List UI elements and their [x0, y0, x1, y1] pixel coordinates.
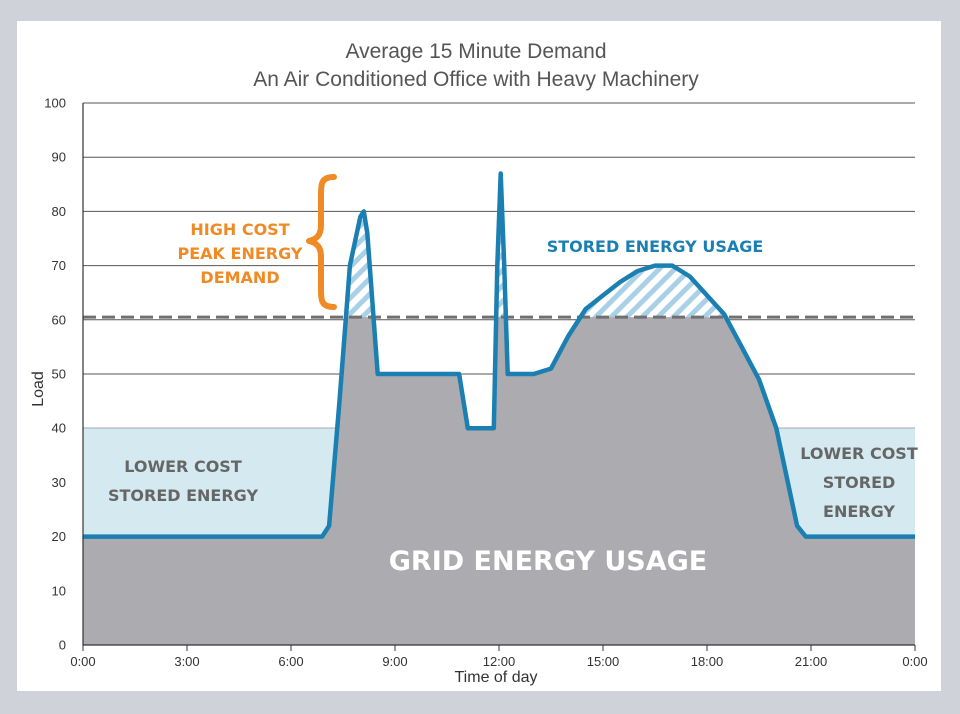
x-tick-label: 15:00	[587, 654, 620, 669]
high-cost-label: PEAK ENERGY	[178, 244, 303, 263]
y-tick-label: 10	[52, 583, 66, 598]
grid-usage-area	[83, 317, 915, 645]
demand-chart: Average 15 Minute Demand An Air Conditio…	[30, 40, 928, 686]
x-tick-label: 21:00	[795, 654, 828, 669]
y-tick-label: 50	[52, 367, 66, 382]
high-cost-label: DEMAND	[200, 268, 279, 287]
demand-line	[83, 171, 915, 539]
lower-cost-left-label: STORED ENERGY	[108, 486, 258, 505]
high-cost-label: HIGH COST	[190, 220, 289, 239]
y-tick-label: 90	[52, 150, 66, 165]
y-tick-label: 80	[52, 204, 66, 219]
grid-energy-usage-label: GRID ENERGY USAGE	[389, 546, 707, 577]
y-tick-label: 100	[44, 96, 66, 111]
stored-energy-usage-label: STORED ENERGY USAGE	[547, 237, 764, 256]
x-tick-label: 12:00	[483, 654, 516, 669]
annotations: HIGH COST PEAK ENERGY DEMAND STORED ENERGY …	[108, 174, 918, 577]
x-tick-label: 0:00	[70, 654, 95, 669]
x-tick-label: 9:00	[382, 654, 407, 669]
brace-icon	[306, 174, 337, 310]
y-tick-label: 60	[52, 312, 66, 327]
y-tick-label: 20	[52, 529, 66, 544]
y-tick-label: 30	[52, 475, 66, 490]
axes: 0 10 20 30 40 50 60 70 80 90 100 0:00 3:00 6:00 9:00 12…	[44, 96, 927, 670]
y-tick-label: 70	[52, 258, 66, 273]
lower-cost-right-label: STORED	[823, 473, 896, 492]
x-tick-label: 18:00	[691, 654, 724, 669]
x-tick-label: 3:00	[174, 654, 199, 669]
x-tick-label: 0:00	[902, 654, 927, 669]
x-axis-label: Time of day	[455, 669, 538, 686]
chart-frame: Average 15 Minute Demand An Air Conditio…	[17, 21, 941, 691]
plot-area	[83, 171, 915, 645]
y-tick-label: 0	[59, 638, 66, 653]
lower-cost-left-label: LOWER COST	[124, 457, 242, 476]
chart-title-line-2: An Air Conditioned Office with Heavy Mac…	[253, 68, 699, 91]
lower-cost-right-label: ENERGY	[823, 502, 895, 521]
lower-cost-right-label: LOWER COST	[800, 444, 918, 463]
y-tick-label: 40	[52, 421, 66, 436]
x-tick-label: 6:00	[278, 654, 303, 669]
chart-title-line-1: Average 15 Minute Demand	[345, 40, 606, 63]
y-axis-label: Load	[30, 371, 47, 407]
